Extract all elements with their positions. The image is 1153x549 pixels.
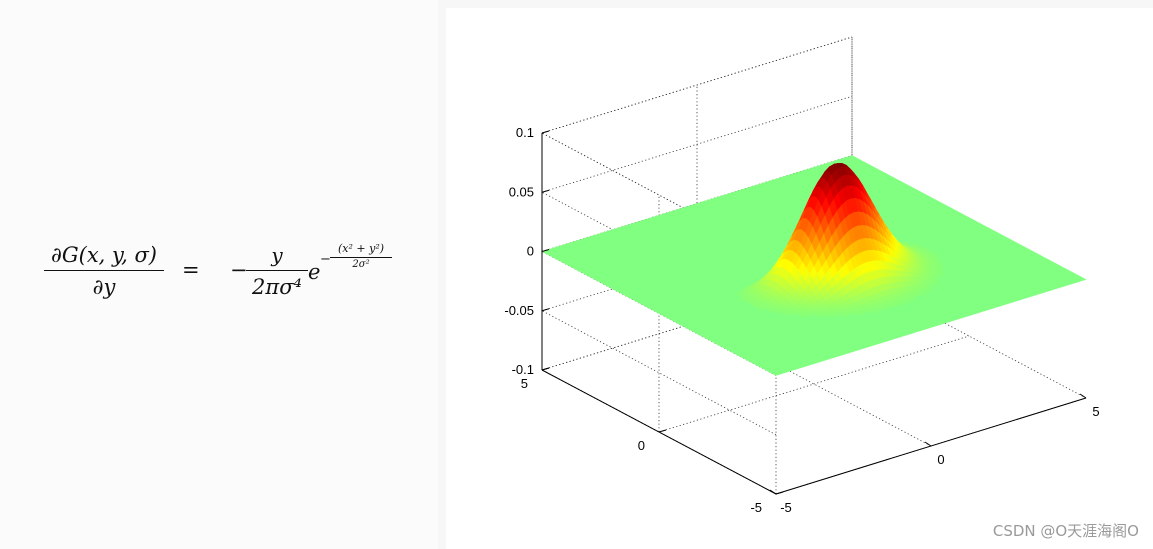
z-tick-label-3: -0.05 (504, 303, 534, 318)
rhs-fraction-bar (246, 270, 308, 271)
z-tick-label-0: 0.1 (516, 125, 534, 140)
exponent-denominator: 2σ² (352, 259, 370, 270)
y-tick-mark-2 (541, 367, 550, 371)
lhs-fraction-bar (44, 270, 164, 271)
tick-labels: 0.1 0.05 0 -0.05 -0.1 -5 0 5 -5 0 5 (504, 125, 1099, 515)
surface-above-plane (735, 162, 946, 319)
surface-patch-1549 (923, 286, 933, 291)
x-tick-label-2: 5 (1092, 404, 1099, 419)
lhs-fraction: ∂G(x, y, σ) ∂y (44, 242, 164, 300)
exponent-minus: − (320, 252, 331, 267)
z-tick-label-4: -0.1 (512, 362, 534, 377)
axis-lines (541, 130, 1087, 495)
exponent-numerator: (x² + y²) (337, 242, 385, 255)
exponential-base: e (308, 260, 321, 284)
surface-patch-1353 (935, 263, 945, 267)
grid-line-left-wall-z-3 (541, 310, 777, 436)
lhs-numerator: ∂G(x, y, σ) (51, 243, 157, 267)
equals-sign: = (182, 258, 200, 282)
surface-patch-1281 (932, 258, 943, 262)
surface-patch-1565 (917, 290, 927, 296)
rhs-numerator: y (271, 243, 283, 267)
z-tick-mark-0 (541, 130, 550, 134)
derivative-formula: ∂G(x, y, σ) ∂y = − y 2πσ⁴ e − (x² + y²) … (44, 242, 424, 312)
x-tick-mark-1 (924, 441, 932, 447)
x-tick-label-1: 0 (937, 452, 944, 467)
surface-patch-1387 (934, 266, 944, 270)
y-tick-mark-1 (658, 429, 667, 433)
lhs-denominator: ∂y (92, 275, 116, 299)
grid-line-right-wall-z-1 (541, 95, 853, 193)
y-tick-label-2: 5 (521, 376, 528, 391)
x-tick-mark-0 (769, 489, 777, 495)
y-tick-label-1: 0 (638, 438, 645, 453)
plot-panel: 0.1 0.05 0 -0.05 -0.1 -5 0 5 -5 0 5 (446, 8, 1153, 549)
watermark-text: CSDN @O天涯海阁O (992, 522, 1139, 540)
z-tick-label-1: 0.05 (509, 184, 534, 199)
z-tick-mark-3 (541, 308, 550, 312)
y-tick-mark-0 (775, 491, 784, 495)
surface-patch-1451 (936, 271, 946, 276)
rhs-denominator: 2πσ⁴ (252, 275, 302, 299)
surface-plot: 0.1 0.05 0 -0.05 -0.1 -5 0 5 -5 0 5 (504, 36, 1100, 515)
z-tick-mark-2 (541, 249, 550, 252)
rhs-fraction: y 2πσ⁴ (246, 242, 308, 300)
surface-patch-1575 (907, 296, 918, 302)
y-tick-label-0: -5 (750, 500, 762, 515)
rhs-minus-sign: − (230, 258, 248, 282)
exponent-fraction-bar (330, 257, 392, 258)
x-tick-mark-2 (1079, 393, 1087, 399)
z-tick-mark-1 (541, 189, 550, 193)
exponent-fraction: (x² + y²) 2σ² (330, 242, 392, 271)
surface-patch-1505 (929, 278, 940, 283)
z-tick-label-2: 0 (527, 244, 534, 259)
grid-box-edge-1 (541, 36, 853, 134)
formula-panel: ∂G(x, y, σ) ∂y = − y 2πσ⁴ e − (x² + y²) … (0, 0, 438, 549)
x-tick-label-0: -5 (780, 500, 792, 515)
surface-patch-1529 (928, 282, 939, 287)
surface-patch-1205 (930, 253, 941, 258)
grid-line-floor-y-1 (658, 335, 970, 433)
surface-patch-1479 (930, 275, 941, 280)
